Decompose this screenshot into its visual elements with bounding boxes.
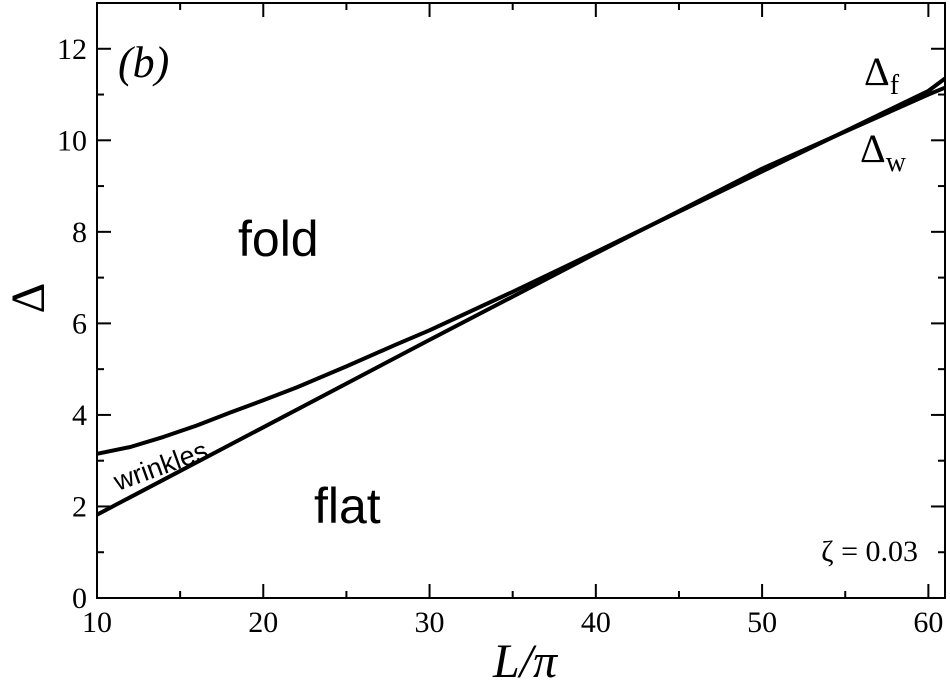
y-tick-label: 0	[72, 582, 87, 615]
series-line-delta-f	[96, 76, 947, 456]
plot-frame	[96, 2, 946, 599]
series-line-delta-w	[96, 85, 946, 517]
series-label-delta-f-sub: f	[890, 70, 900, 101]
x-tick-label: 20	[248, 606, 278, 639]
x-tick-label: 10	[82, 606, 112, 639]
panel-label: (b)	[118, 38, 169, 87]
x-tick-label: 50	[747, 606, 777, 639]
series-label-delta-f-main: Δ	[864, 49, 890, 94]
region-label-flat: flat	[314, 478, 381, 534]
y-tick-label: 8	[72, 216, 87, 249]
region-label-fold: fold	[238, 211, 319, 267]
x-tick-label: 30	[415, 606, 445, 639]
series-label-delta-f: Δf	[864, 49, 900, 101]
x-tick-label: 60	[913, 606, 943, 639]
series-label-delta-w-sub: w	[886, 147, 907, 178]
series-label-delta-w: Δw	[860, 126, 907, 178]
series-label-delta-w-main: Δ	[860, 126, 886, 171]
region-label-wrinkles: wrinkles	[109, 435, 212, 497]
x-axis-title: L/π	[492, 635, 559, 682]
y-tick-label: 2	[72, 490, 87, 523]
y-tick-label: 6	[72, 307, 87, 340]
parameter-annotation: ζ = 0.03	[821, 535, 918, 568]
y-axis-title: Δ	[2, 283, 55, 314]
y-tick-label: 10	[57, 124, 87, 157]
y-tick-label: 12	[57, 33, 87, 66]
x-tick-label: 40	[581, 606, 611, 639]
y-tick-label: 4	[72, 399, 87, 432]
